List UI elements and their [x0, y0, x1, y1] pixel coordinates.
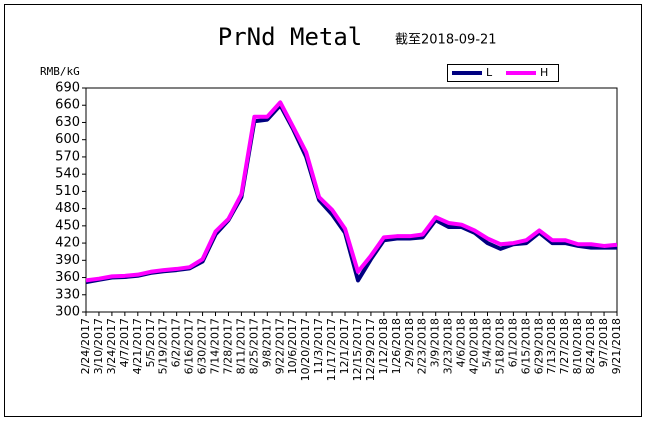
x-tick-label: 8/24/2018	[584, 318, 597, 374]
x-tick-label: 11/17/2017	[325, 318, 338, 381]
x-tick-label: 3/9/2018	[429, 318, 442, 367]
y-tick-label: 480	[55, 201, 80, 216]
x-tick-label: 5/4/2018	[480, 318, 493, 367]
x-tick-label: 3/23/2018	[442, 318, 455, 374]
x-tick-label: 6/29/2018	[532, 318, 545, 374]
x-tick-label: 1/12/2018	[377, 318, 390, 374]
y-tick-label: 360	[55, 270, 80, 285]
y-tick-label: 540	[55, 167, 80, 182]
x-tick-label: 4/20/2018	[468, 318, 481, 374]
y-tick-label: 420	[55, 236, 80, 251]
x-tick-label: 5/18/2018	[493, 318, 506, 374]
x-tick-label: 9/21/2018	[610, 318, 623, 374]
x-tick-label: 9/22/2017	[273, 318, 286, 374]
x-tick-label: 12/15/2017	[351, 318, 364, 381]
x-tick-label: 4/7/2017	[118, 318, 131, 367]
x-tick-label: 2/24/2017	[79, 318, 92, 374]
x-tick-label: 5/19/2017	[157, 318, 170, 374]
x-tick-label: 4/6/2018	[455, 318, 468, 367]
x-tick-label: 8/10/2018	[571, 318, 584, 374]
x-tick-label: 10/6/2017	[286, 318, 299, 374]
y-tick-label: 690	[55, 81, 80, 96]
x-tick-label: 3/24/2017	[105, 318, 118, 374]
x-tick-label: 6/30/2017	[196, 318, 209, 374]
y-axis-label: RMB/kG	[40, 65, 80, 78]
chart-title: PrNd Metal	[218, 23, 363, 51]
y-tick-label: 630	[55, 115, 80, 130]
legend-box	[447, 64, 559, 82]
x-tick-label: 2/23/2018	[416, 318, 429, 374]
y-tick-label: 600	[55, 132, 80, 147]
y-tick-label: 450	[55, 218, 80, 233]
y-tick-label: 330	[55, 287, 80, 302]
x-tick-label: 12/29/2017	[364, 318, 377, 381]
legend-label: H	[540, 66, 548, 79]
y-tick-label: 510	[55, 184, 80, 199]
x-tick-label: 5/5/2017	[144, 318, 157, 367]
x-tick-label: 7/14/2017	[209, 318, 222, 374]
x-tick-label: 7/13/2018	[545, 318, 558, 374]
x-tick-label: 11/3/2017	[312, 318, 325, 374]
legend-label: L	[486, 66, 493, 79]
y-tick-label: 660	[55, 98, 80, 113]
y-tick-label: 570	[55, 149, 80, 164]
x-tick-label: 8/25/2017	[247, 318, 260, 374]
y-tick-label: 390	[55, 253, 80, 268]
series-line	[85, 100, 618, 283]
x-tick-label: 9/8/2017	[260, 318, 273, 367]
x-tick-label: 9/7/2018	[597, 318, 610, 367]
plot-area	[85, 87, 618, 313]
x-tick-label: 8/11/2017	[234, 318, 247, 374]
x-tick-label: 12/1/2017	[338, 318, 351, 374]
x-tick-label: 7/27/2018	[558, 318, 571, 374]
x-tick-label: 10/20/2017	[299, 318, 312, 381]
x-tick-label: 4/21/2017	[131, 318, 144, 374]
x-tick-label: 3/10/2017	[92, 318, 105, 374]
x-tick-label: 7/28/2017	[221, 318, 234, 374]
x-tick-label: 1/26/2018	[390, 318, 403, 374]
x-tick-label: 6/16/2017	[183, 318, 196, 374]
x-tick-label: 6/2/2017	[170, 318, 183, 367]
x-tick-label: 6/15/2018	[519, 318, 532, 374]
x-tick-label: 2/9/2018	[403, 318, 416, 367]
x-tick-label: 6/1/2018	[506, 318, 519, 367]
chart-subtitle: 截至2018-09-21	[395, 33, 497, 48]
y-tick-label: 300	[55, 305, 80, 320]
